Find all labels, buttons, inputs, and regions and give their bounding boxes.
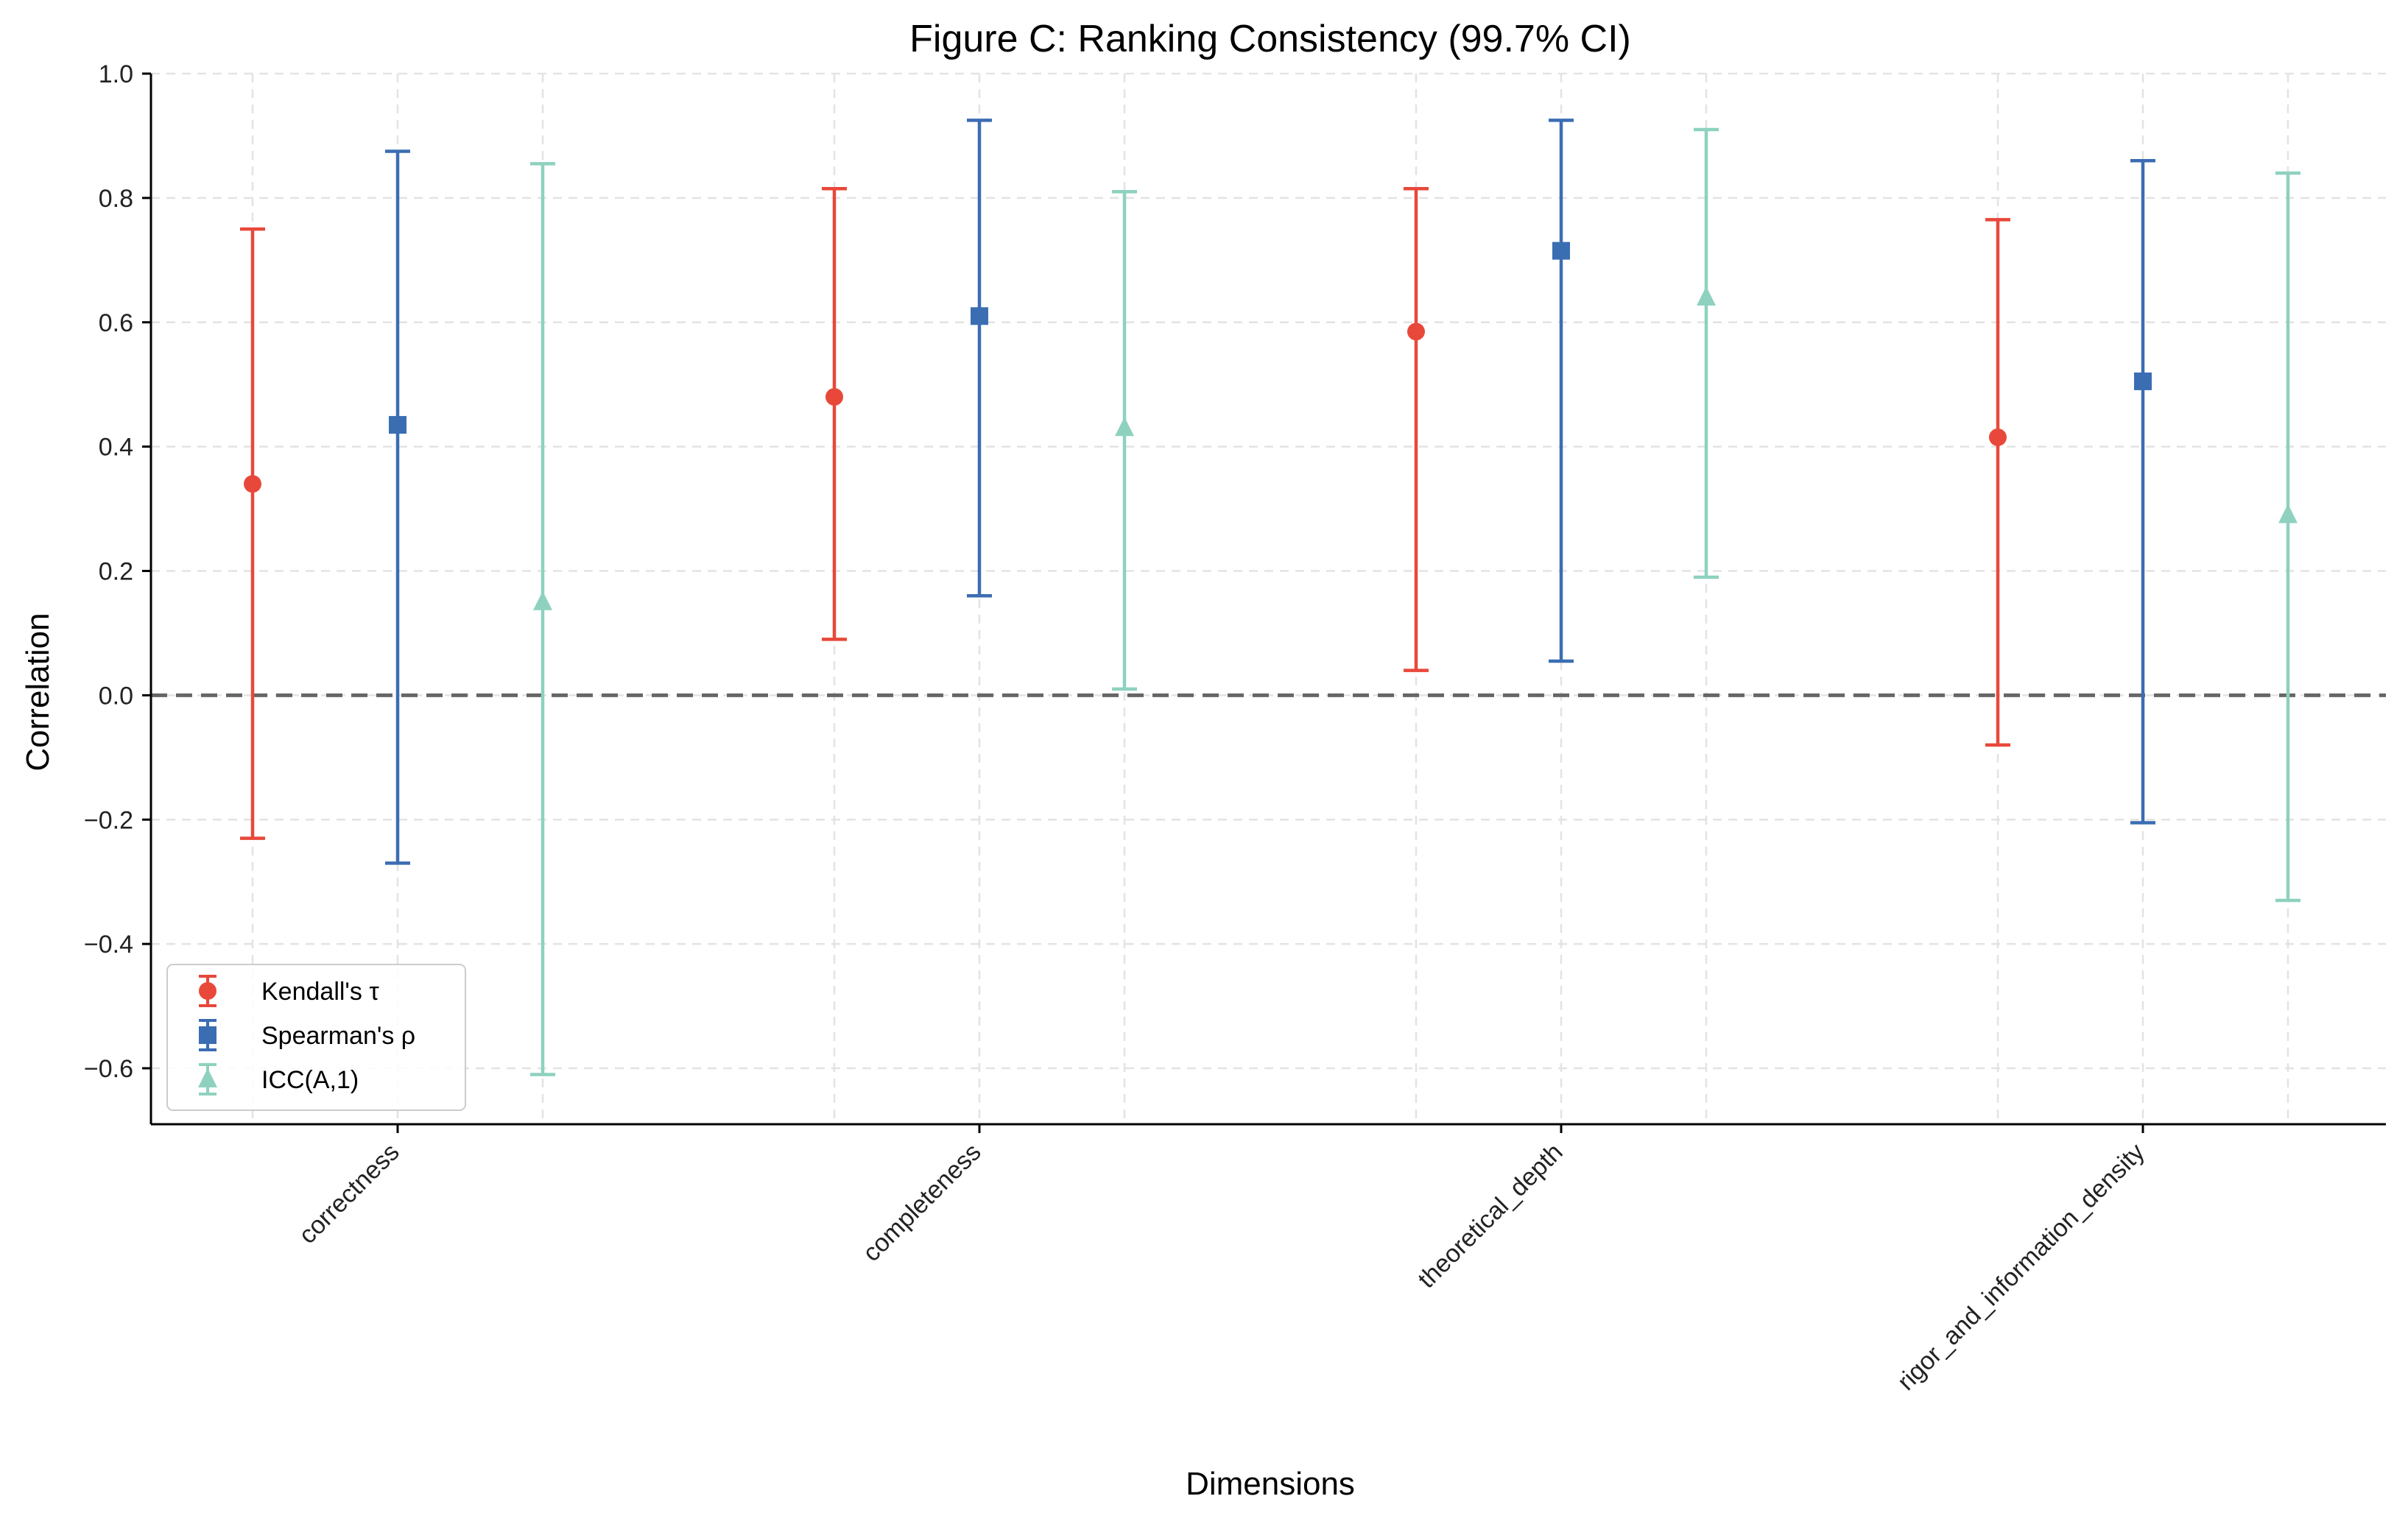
legend: Kendall's τ Spearman's ρ ICC(A,1) [166,964,466,1111]
data-point [533,590,552,610]
y-tick-label: −0.2 [84,806,133,834]
data-point [244,475,261,493]
errorbar-group [1985,218,2010,747]
y-tick-label: 0.0 [99,682,133,710]
x-axis-title: Dimensions [1186,1466,1355,1502]
data-point [389,416,406,434]
y-tick-label: 0.2 [99,558,133,586]
y-ticks: 1.0 0.8 0.6 0.4 0.2 0.0 −0.2 −0.4 −0.6 [84,60,151,1083]
legend-label: ICC(A,1) [261,1066,359,1094]
errorbar-group [822,186,847,641]
data-point [1407,322,1425,341]
data-point [2278,504,2298,523]
errorbar-group [1694,127,1719,579]
error-bars [240,119,2300,1076]
legend-entry: Spearman's ρ [199,1019,415,1051]
legend-box [166,964,466,1111]
data-point [1552,241,1570,260]
y-tick-label: −0.4 [84,931,133,959]
legend-marker [198,1068,217,1087]
legend-label: Spearman's ρ [261,1022,415,1050]
legend-entry: Kendall's τ [199,975,379,1007]
data-point [2134,372,2152,390]
axes [149,74,2386,1126]
chart-title: Figure C: Ranking Consistency (99.7% CI) [909,18,1631,60]
data-point [1115,417,1134,437]
data-point [1697,286,1716,306]
errorbar-group [240,227,265,840]
errorbar-group [1404,186,1429,672]
errorbar-group [385,149,410,865]
legend-entry: ICC(A,1) [198,1063,359,1096]
errorbar-group [1112,190,1137,691]
y-axis-title: Correlation [20,613,56,771]
y-tick-label: −0.6 [84,1055,133,1083]
y-tick-label: 1.0 [99,60,133,88]
data-point [971,307,988,325]
data-point [1989,428,2007,446]
errorbar-group [1549,119,1574,663]
errorbar-group [530,162,555,1076]
legend-label: Kendall's τ [261,978,379,1006]
y-tick-label: 0.4 [99,434,133,462]
errorbar-group [2130,158,2155,825]
data-point [825,388,843,406]
y-tick-label: 0.6 [99,309,133,337]
legend-marker [199,1026,216,1044]
y-tick-label: 0.8 [99,185,133,213]
errorbar-group [2275,171,2300,903]
legend-marker [199,982,216,1000]
errorbar-group [967,119,992,598]
